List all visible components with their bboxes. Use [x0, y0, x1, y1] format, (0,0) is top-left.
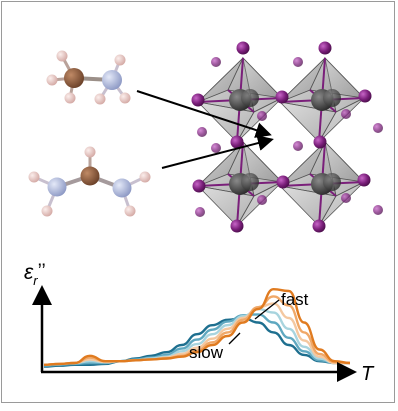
hydrogen-atom: [56, 50, 68, 62]
iodide-atom: [211, 143, 221, 153]
hydrogen-atom: [46, 74, 58, 86]
iodide-atom: [195, 207, 205, 217]
iodide-atom: [192, 179, 206, 193]
loss-curves: [43, 288, 351, 368]
lead-atom: [241, 89, 259, 107]
iodide-atom: [313, 135, 327, 149]
series-line: [43, 316, 350, 368]
nitrogen-atom: [47, 177, 67, 197]
hydrogen-atom: [84, 146, 96, 158]
octahedron: [278, 56, 366, 143]
hydrogen-atom: [139, 171, 151, 183]
hydrogen-atom: [124, 205, 136, 217]
dielectric-loss-chart: εr’’ T fast slow: [24, 261, 375, 385]
formamidinium-molecule: [28, 146, 151, 217]
slow-label: slow: [189, 343, 224, 362]
series-line: [43, 295, 351, 366]
iodide-atom: [257, 195, 267, 205]
iodide-atom: [373, 123, 383, 133]
iodide-atom: [293, 141, 303, 151]
iodide-atom: [358, 89, 372, 103]
perovskite-lattice: [191, 41, 383, 233]
iodide-atom: [257, 111, 267, 121]
fast-label: fast: [281, 290, 309, 309]
carbon-atom: [80, 166, 100, 186]
lead-atom: [323, 173, 341, 191]
iodide-atom: [236, 41, 250, 55]
nitrogen-atom: [112, 178, 132, 198]
iodide-atom: [197, 127, 207, 137]
iodide-atom: [276, 175, 290, 189]
iodide-atom: [373, 205, 383, 215]
iodide-atom: [357, 173, 371, 187]
iodide-atom: [230, 219, 244, 233]
fast-pointer: [254, 299, 280, 320]
iodide-atom: [312, 219, 326, 233]
octahedron: [278, 140, 366, 227]
iodide-atom: [191, 93, 205, 107]
series-line: [43, 302, 350, 366]
octahedron: [196, 140, 284, 227]
arrow-formamidinium: [161, 135, 274, 169]
hydrogen-atom: [64, 92, 76, 104]
carbon-atom: [64, 68, 84, 88]
series-line: [43, 288, 351, 366]
arrow-methylammonium: [136, 90, 272, 138]
lead-atom: [241, 173, 259, 191]
iodide-atom: [318, 41, 332, 55]
iodide-atom: [293, 57, 303, 67]
iodide-atom: [211, 57, 221, 67]
iodide-atom: [275, 90, 289, 104]
y-axis-label: εr’’: [24, 261, 46, 288]
hydrogen-atom: [94, 93, 106, 105]
hydrogen-atom: [28, 171, 40, 183]
x-axis-label: T: [361, 363, 375, 385]
series-line: [43, 313, 350, 367]
iodide-atom: [341, 193, 351, 203]
methylammonium-molecule: [46, 50, 131, 105]
iodide-atom: [341, 109, 351, 119]
hydrogen-atom: [119, 92, 131, 104]
series-line: [43, 307, 350, 366]
pointer-arrows: [136, 90, 274, 169]
slow-pointer: [228, 332, 241, 345]
lead-atom: [323, 89, 341, 107]
nitrogen-atom: [102, 70, 122, 90]
octahedron: [196, 56, 284, 143]
hydrogen-atom: [114, 54, 126, 66]
hydrogen-atom: [41, 205, 53, 217]
iodide-atom: [230, 135, 244, 149]
